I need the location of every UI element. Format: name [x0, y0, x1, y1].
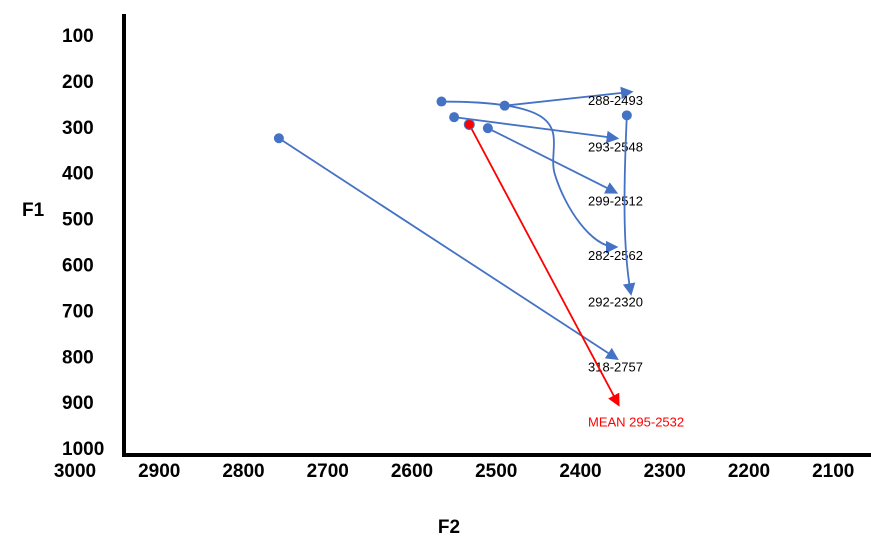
arrow-line	[504, 86, 634, 107]
x-axis-title: F2	[438, 517, 460, 538]
start-point	[273, 133, 284, 144]
x-tick-label: 3000	[54, 461, 96, 482]
y-tick-label: 1000	[62, 439, 104, 460]
series-label: 288-2493	[588, 93, 643, 108]
arrow-line	[454, 116, 620, 144]
y-tick-labels: 100 200 300 400 500 600 700 800 900 1000	[62, 26, 104, 460]
x-tick-label: 2200	[728, 461, 770, 482]
series-label: 292-2320	[588, 294, 643, 309]
arrow-line	[441, 100, 619, 254]
x-tick-label: 2900	[138, 461, 180, 482]
y-tick-label: 500	[62, 210, 94, 231]
x-tick-label: 2800	[222, 461, 264, 482]
y-tick-label: 200	[62, 72, 94, 93]
axes	[122, 14, 871, 457]
series-label: 293-2548	[588, 139, 643, 154]
series-layer: 288-2493 293-2548 299-2512 282-2562 292-2320…	[273, 86, 684, 429]
arrow-line	[468, 124, 620, 407]
x-tick-label: 2600	[391, 461, 433, 482]
formant-arrow: 299-2512	[482, 123, 643, 208]
start-point	[436, 96, 447, 107]
formant-arrow: 318-2757	[273, 133, 643, 375]
arrow-line	[487, 127, 619, 194]
start-point	[463, 119, 475, 131]
x-tick-label: 2700	[307, 461, 349, 482]
series-label: MEAN 295-2532	[588, 414, 684, 429]
y-tick-label: 800	[62, 347, 94, 368]
y-tick-label: 700	[62, 301, 94, 322]
formant-arrow: 293-2548	[449, 112, 643, 154]
start-point	[449, 112, 460, 123]
x-tick-label: 2500	[475, 461, 517, 482]
x-tick-label: 2300	[644, 461, 686, 482]
start-point	[621, 110, 632, 121]
arrow-line	[622, 115, 636, 296]
formant-arrow: 292-2320	[588, 110, 643, 309]
y-axis-title: F1	[22, 200, 45, 221]
series-label: 299-2512	[588, 193, 643, 208]
y-tick-label: 300	[62, 118, 94, 139]
series-label: 318-2757	[588, 360, 643, 375]
start-point	[482, 123, 493, 134]
y-tick-label: 900	[62, 393, 94, 414]
x-tick-label: 2100	[812, 461, 854, 482]
formant-arrow: 282-2562	[436, 96, 643, 263]
arrow-line	[278, 137, 619, 360]
y-tick-label: 100	[62, 26, 94, 47]
y-tick-label: 600	[62, 256, 94, 277]
x-tick-label: 2400	[559, 461, 601, 482]
x-tick-labels: 3000 2900 2800 2700 2600 2500 2400 2300 2200 2100…	[54, 461, 855, 482]
series-label: 282-2562	[588, 248, 643, 263]
formant-arrow: MEAN 295-2532	[463, 119, 684, 429]
y-tick-label: 400	[62, 164, 94, 185]
